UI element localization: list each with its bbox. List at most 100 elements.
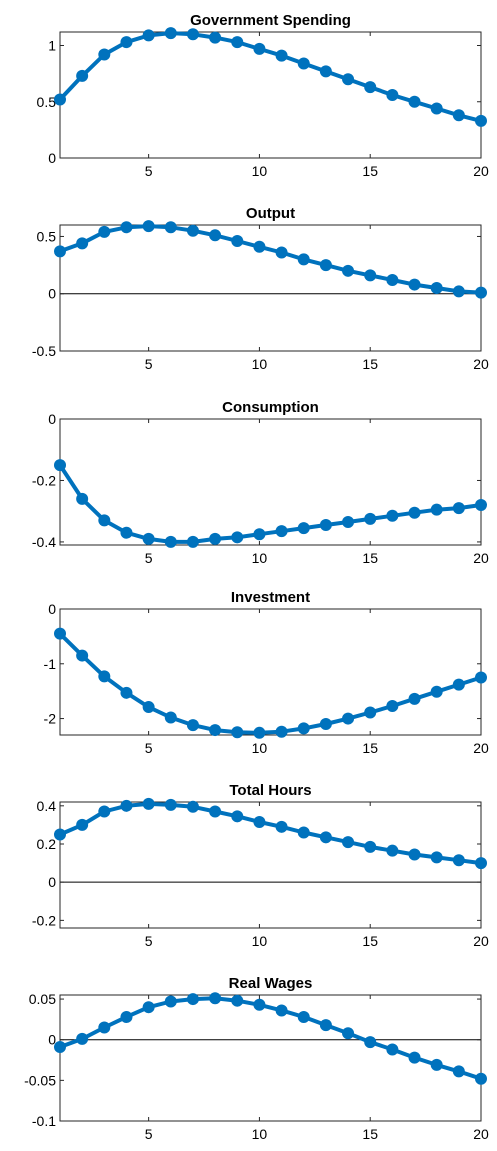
y-tick-label: -0.05 xyxy=(24,1072,56,1088)
x-tick-label: 5 xyxy=(145,933,153,949)
data-point xyxy=(164,535,177,548)
data-point xyxy=(342,1027,355,1040)
data-point xyxy=(430,102,443,115)
data-point xyxy=(342,515,355,528)
data-point xyxy=(120,1010,133,1023)
x-tick-label: 15 xyxy=(362,740,378,756)
axes-box xyxy=(59,801,482,929)
data-point xyxy=(120,686,133,699)
y-tick-label: -0.4 xyxy=(32,534,56,550)
data-point xyxy=(364,81,377,94)
data-point xyxy=(186,224,199,237)
data-point xyxy=(253,998,266,1011)
y-tick-label: -0.1 xyxy=(32,1113,56,1129)
data-point xyxy=(209,532,222,545)
y-tick-label: 0 xyxy=(48,411,56,427)
data-point xyxy=(253,240,266,253)
data-point xyxy=(342,264,355,277)
y-tick-label: 0.05 xyxy=(29,991,56,1007)
data-point xyxy=(186,800,199,813)
chart-panel-5: Total Hours 5 10 15 20 -0.2 0 0.2 0.4 xyxy=(32,782,489,949)
data-point xyxy=(98,514,111,527)
data-point xyxy=(319,718,332,731)
axes-box xyxy=(59,608,482,736)
data-point xyxy=(386,89,399,101)
data-point xyxy=(386,1043,399,1056)
data-point xyxy=(475,1072,487,1085)
data-point xyxy=(209,31,222,44)
data-point xyxy=(98,805,111,818)
y-tick-label: 1 xyxy=(48,38,56,54)
chart-title: Investment xyxy=(231,589,310,606)
chart-panel-1: Government Spending 5 10 15 20 0 0.5 1 xyxy=(37,12,489,179)
data-point xyxy=(452,109,465,122)
data-point xyxy=(364,1036,377,1049)
data-point xyxy=(142,1001,155,1014)
data-point xyxy=(297,826,310,839)
data-point xyxy=(342,836,355,849)
data-point xyxy=(452,678,465,691)
data-point xyxy=(275,525,288,538)
data-point xyxy=(54,828,66,841)
data-point xyxy=(120,799,133,812)
data-point xyxy=(386,844,399,857)
data-point xyxy=(475,286,487,299)
data-point xyxy=(452,285,465,298)
data-point xyxy=(98,48,111,61)
x-tick-label: 20 xyxy=(473,1126,489,1142)
data-point xyxy=(253,726,266,739)
data-point xyxy=(231,994,244,1007)
data-point xyxy=(76,237,89,250)
chart-panel-3: Consumption 5 10 15 20 -0.4 -0.2 0 xyxy=(32,399,489,566)
data-point xyxy=(76,69,89,82)
data-point xyxy=(297,722,310,735)
y-tick-label: -0.2 xyxy=(32,472,56,488)
data-point xyxy=(275,725,288,738)
data-point xyxy=(297,522,310,535)
x-tick-label: 5 xyxy=(145,1126,153,1142)
x-tick-label: 5 xyxy=(145,550,153,566)
x-tick-label: 20 xyxy=(473,933,489,949)
data-point xyxy=(120,36,133,49)
data-point xyxy=(275,49,288,62)
data-point xyxy=(76,492,89,505)
data-point xyxy=(452,854,465,867)
series-line xyxy=(58,631,483,735)
data-point xyxy=(54,459,66,472)
data-point xyxy=(164,995,177,1008)
data-point xyxy=(120,526,133,539)
data-point xyxy=(297,1010,310,1023)
data-point xyxy=(408,278,421,291)
data-point xyxy=(54,245,66,258)
chart-title: Total Hours xyxy=(229,782,311,799)
x-tick-label: 5 xyxy=(145,163,153,179)
data-point xyxy=(275,1004,288,1017)
chart-panel-4: Investment 5 10 15 20 -2 -1 0 xyxy=(44,589,489,756)
data-point xyxy=(76,1032,89,1045)
data-point xyxy=(386,509,399,522)
data-point xyxy=(364,706,377,719)
y-tick-label: 0.2 xyxy=(37,836,57,852)
data-point xyxy=(209,992,222,1005)
data-point xyxy=(319,831,332,844)
data-point xyxy=(253,42,266,55)
data-point xyxy=(231,235,244,248)
data-point xyxy=(364,269,377,282)
data-point xyxy=(76,649,89,662)
y-tick-label: 0 xyxy=(48,874,56,890)
x-tick-label: 5 xyxy=(145,356,153,372)
data-point xyxy=(186,535,199,548)
data-point xyxy=(430,503,443,516)
data-point xyxy=(231,36,244,49)
data-point xyxy=(142,701,155,714)
x-tick-label: 10 xyxy=(252,356,268,372)
x-tick-label: 15 xyxy=(362,1126,378,1142)
chart-title: Consumption xyxy=(222,399,319,416)
y-tick-label: 0 xyxy=(48,150,56,166)
x-tick-label: 20 xyxy=(473,356,489,372)
data-point xyxy=(209,229,222,242)
data-point xyxy=(408,506,421,519)
data-point xyxy=(164,27,177,40)
data-point xyxy=(164,711,177,724)
data-point xyxy=(364,512,377,525)
